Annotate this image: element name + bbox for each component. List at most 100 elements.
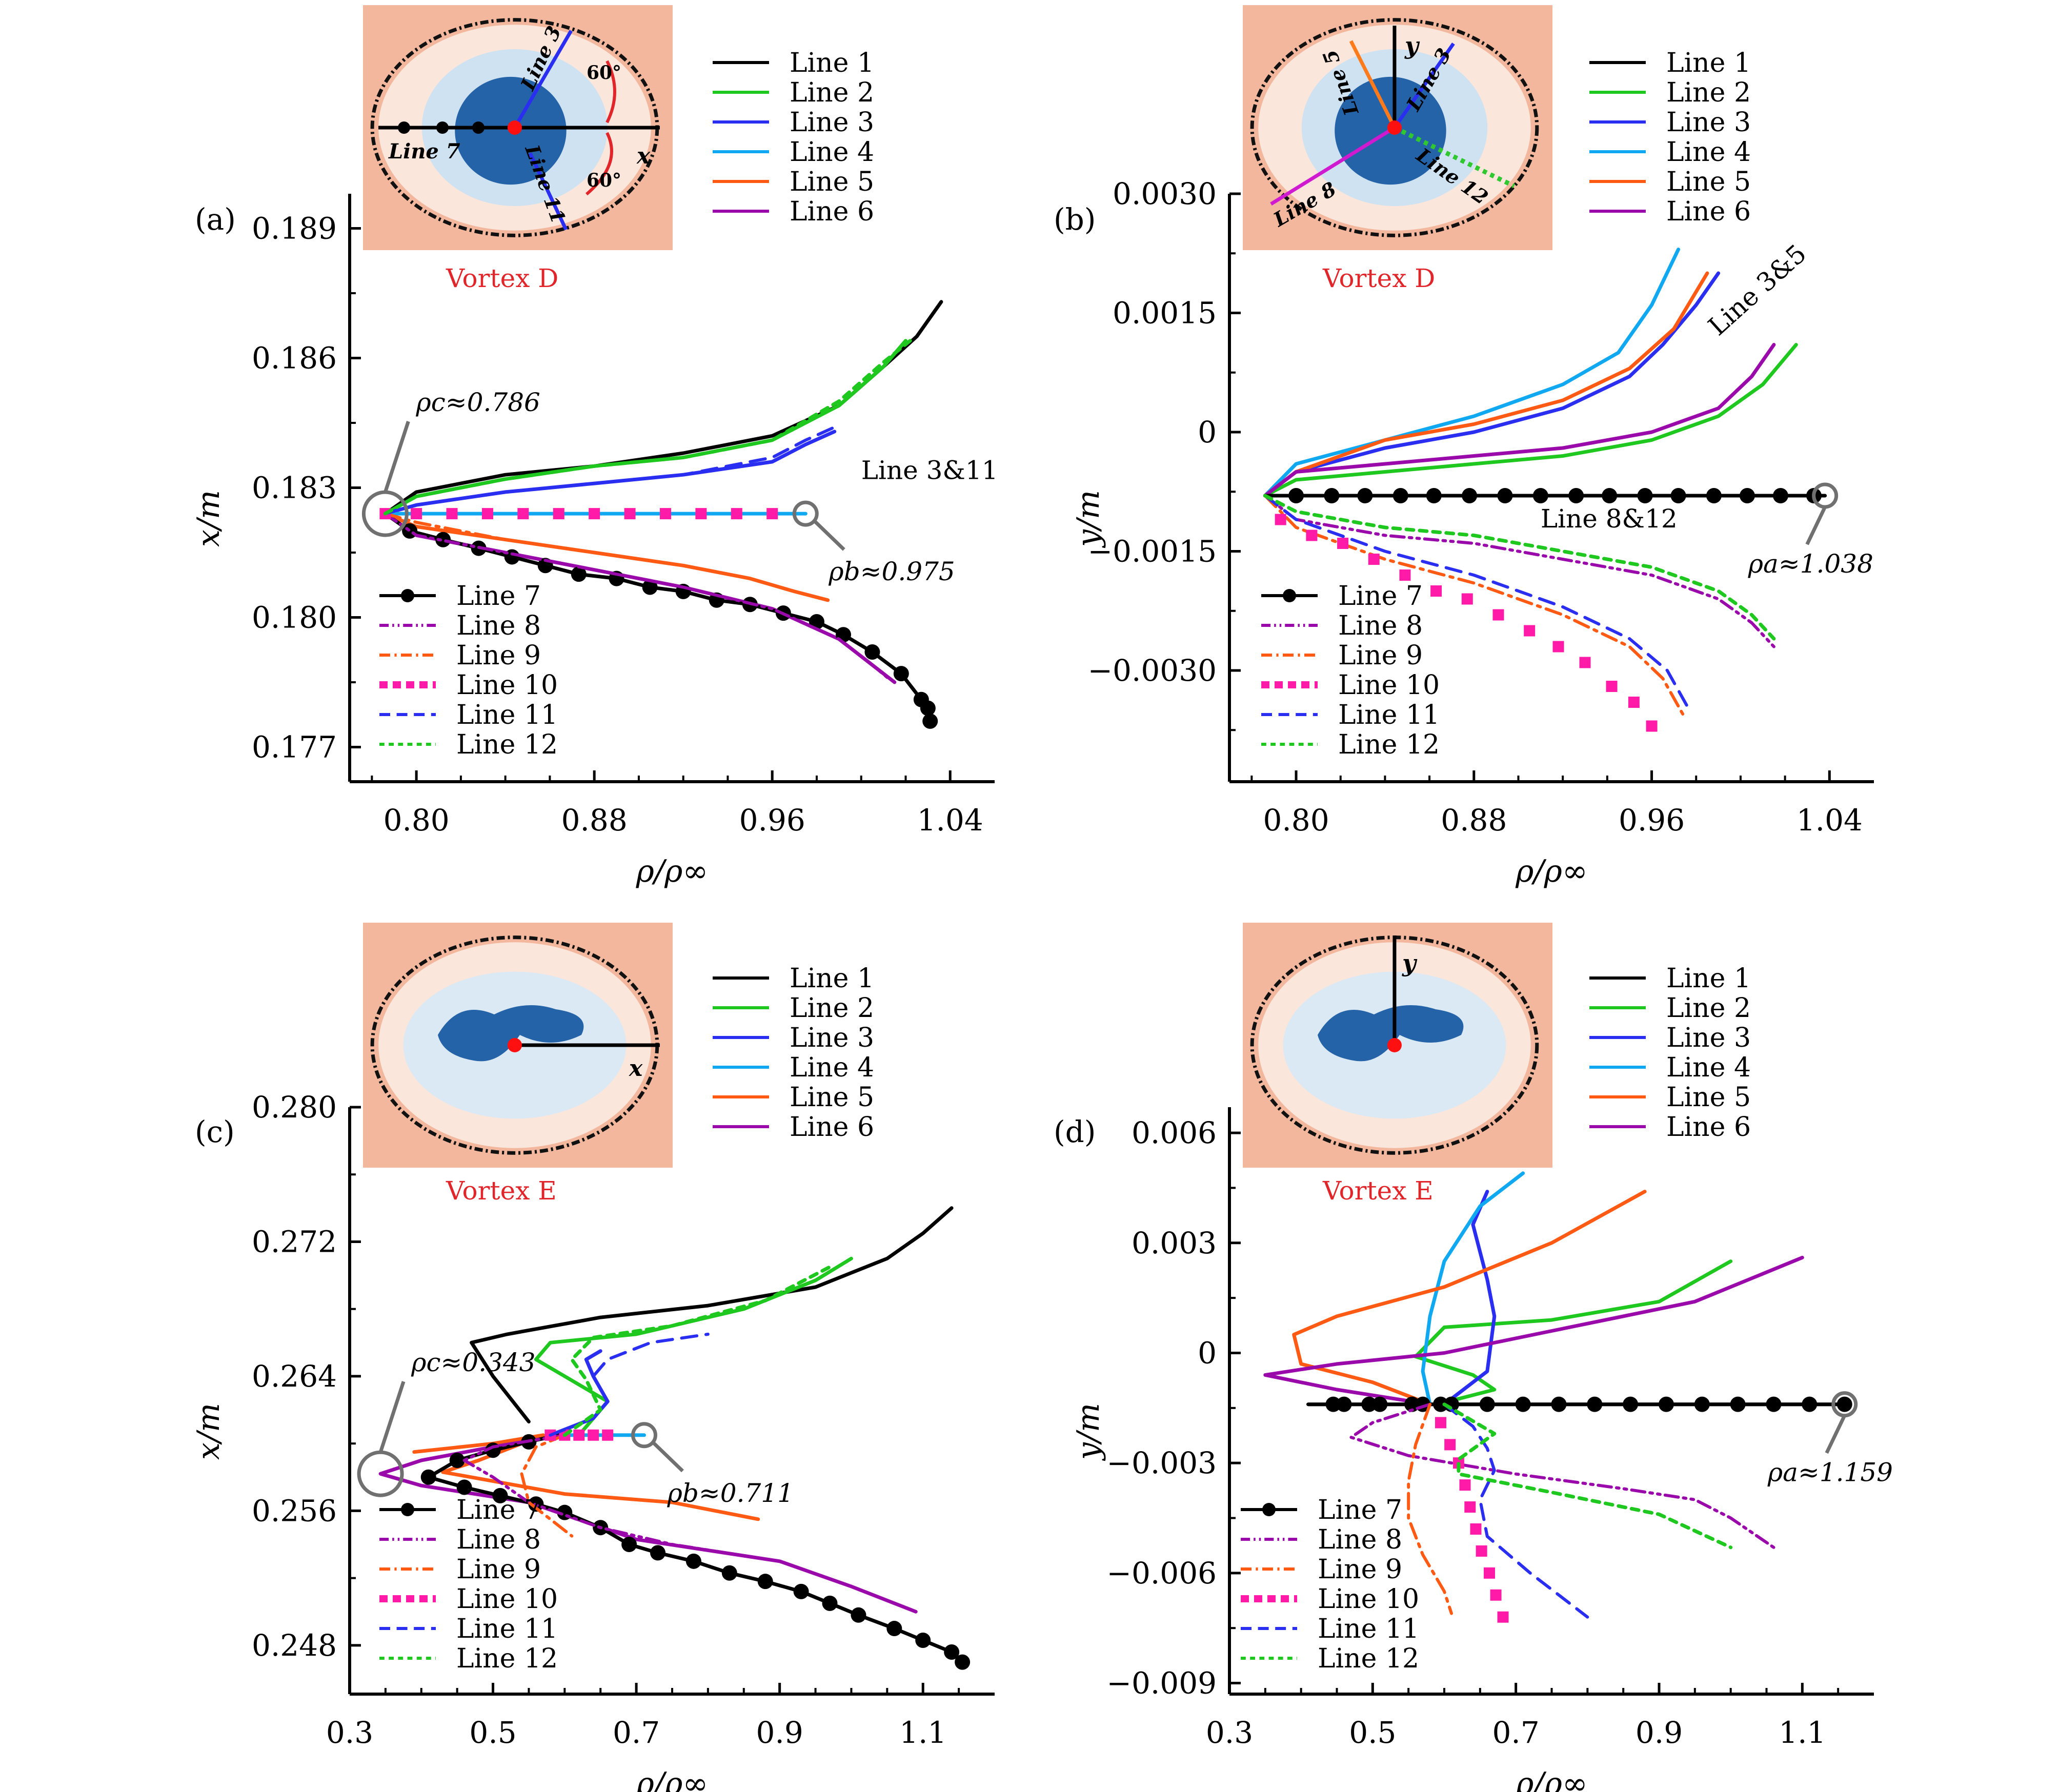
series-line-7 xyxy=(420,1432,971,1670)
annotation-label: Line 3&5 xyxy=(1703,239,1812,341)
series-line-5 xyxy=(1292,1190,1647,1407)
series-line xyxy=(1263,343,1798,498)
legend-item: Line 11 xyxy=(1261,700,1440,730)
annotation: ρc≈0.786 xyxy=(361,388,540,537)
annotation: ρb≈0.711 xyxy=(631,1422,794,1508)
x-tick-label: 0.5 xyxy=(1349,1715,1396,1750)
series-line xyxy=(383,512,890,680)
panel-label: (a) xyxy=(195,202,236,237)
legend-item: Line 12 xyxy=(1241,1643,1419,1674)
legend-item: Line 3 xyxy=(1589,107,1751,138)
data-point-marker xyxy=(1670,488,1686,503)
data-point-marker xyxy=(1587,1396,1603,1412)
data-point-square xyxy=(1628,697,1640,708)
y-tick-label: 0.272 xyxy=(252,1224,337,1259)
data-point-marker xyxy=(886,1621,902,1637)
x-tick-label: 0.96 xyxy=(739,803,805,838)
legend-item: Line 8 xyxy=(1241,1524,1402,1555)
legend-item: Line 6 xyxy=(713,196,874,227)
legend-item: Line 6 xyxy=(713,1112,874,1143)
series-line-9 xyxy=(1407,1402,1453,1615)
legend-item: Line 3 xyxy=(713,107,874,138)
series-line xyxy=(1263,494,1691,712)
legend-label: Line 1 xyxy=(790,963,874,994)
annotation: ρc≈0.343 xyxy=(357,1348,536,1497)
inset-vortex-core xyxy=(1317,1005,1464,1062)
legend-item: Line 3 xyxy=(1589,1023,1751,1053)
data-point-square xyxy=(1497,1611,1509,1623)
annotation-label: ρc≈0.343 xyxy=(411,1348,535,1377)
series-line-10 xyxy=(1435,1417,1509,1623)
legend-label: Line 5 xyxy=(1666,1082,1751,1113)
data-point-marker xyxy=(435,532,451,547)
data-point-square xyxy=(1483,1567,1495,1579)
data-point-square xyxy=(659,508,671,520)
legend-label: Line 2 xyxy=(790,77,874,108)
data-point-marker xyxy=(793,1583,809,1599)
data-point-square xyxy=(602,1429,614,1441)
x-tick-label: 0.88 xyxy=(561,803,628,838)
series-line xyxy=(1263,494,1775,648)
series-line-8 xyxy=(1349,1402,1775,1549)
data-point-marker xyxy=(1357,488,1373,503)
y-tick-label: 0.177 xyxy=(252,730,337,765)
line12-arrow xyxy=(1393,125,1515,189)
data-point-marker xyxy=(1739,488,1755,503)
data-point-marker xyxy=(1361,1396,1377,1412)
vortex-label: Vortex E xyxy=(1322,1176,1434,1206)
y-tick-label: 0 xyxy=(1198,415,1217,450)
legend-label: Line 3 xyxy=(790,1023,874,1053)
data-point-marker xyxy=(721,1565,737,1581)
panel-label: (b) xyxy=(1054,202,1096,237)
data-point-marker xyxy=(1694,1396,1710,1412)
legend-item: Line 7 xyxy=(379,1495,541,1525)
x-axis-label: ρ/ρ∞ xyxy=(636,853,709,889)
annotation-arrow xyxy=(383,421,410,493)
data-point-marker xyxy=(571,566,587,582)
panel-label: (d) xyxy=(1054,1114,1096,1149)
data-point-square xyxy=(1461,593,1473,605)
vortex-label: Vortex D xyxy=(446,263,558,293)
inset-vortex-core xyxy=(437,1005,584,1062)
panel-label: (c) xyxy=(195,1114,235,1149)
legend-label: Line 10 xyxy=(1318,1584,1419,1615)
legend-label: Line 9 xyxy=(1318,1554,1402,1585)
series-line-1 xyxy=(383,300,943,516)
legend-marker xyxy=(1262,1503,1276,1516)
data-point-square xyxy=(1470,1523,1482,1535)
y-tick-label: −0.0030 xyxy=(1087,653,1217,688)
angle-arc-icon xyxy=(586,132,613,196)
legend-label: Line 11 xyxy=(1338,700,1440,730)
annotation-circle xyxy=(631,1422,657,1449)
data-point-square xyxy=(1275,514,1286,525)
legend-label: Line 6 xyxy=(790,196,874,227)
legend-item: Line 8 xyxy=(1261,610,1423,641)
data-point-marker xyxy=(1462,488,1478,503)
series-line xyxy=(462,1433,918,1614)
annotation: ρa≈1.159 xyxy=(1767,1391,1893,1488)
x-tick-label: 0.9 xyxy=(1636,1715,1683,1750)
data-point-marker xyxy=(1706,488,1722,503)
data-point-marker xyxy=(1602,488,1618,503)
vortex-label: Vortex D xyxy=(1322,263,1435,293)
legend-item: Line 6 xyxy=(1589,196,1751,227)
series-line xyxy=(383,425,836,516)
x-tick-label: 1.04 xyxy=(917,803,983,838)
legend-item: Line 11 xyxy=(1241,1614,1419,1644)
y-tick-label: 0.189 xyxy=(252,211,337,246)
y-tick-label: 0.006 xyxy=(1132,1115,1217,1150)
data-point-square xyxy=(411,508,422,520)
series-line xyxy=(383,339,912,516)
line3-arrow xyxy=(1393,42,1455,129)
series-line xyxy=(1292,1190,1647,1407)
data-point-marker xyxy=(685,1553,701,1569)
data-point-square xyxy=(1459,1479,1471,1491)
data-point-marker xyxy=(944,1644,960,1660)
data-point-marker xyxy=(851,1607,866,1623)
x-tick-label: 0.5 xyxy=(469,1715,516,1750)
annotation-arrow xyxy=(378,1381,406,1453)
legend-item: Line 5 xyxy=(713,167,874,197)
